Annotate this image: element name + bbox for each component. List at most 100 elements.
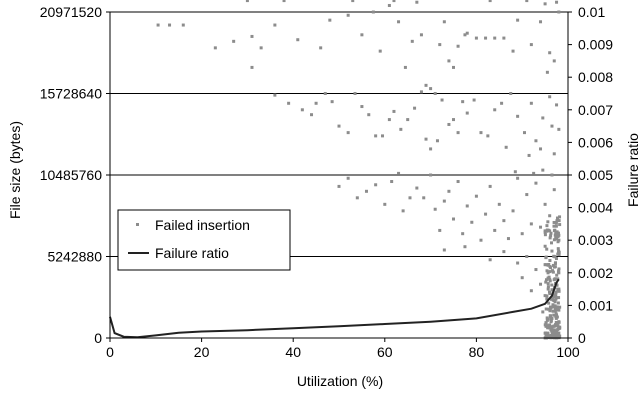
scatter-point-14 bbox=[250, 34, 254, 38]
scatter-dense-point-63 bbox=[551, 270, 555, 274]
scatter-point-30 bbox=[424, 83, 428, 87]
scatter-point-52 bbox=[273, 93, 277, 97]
scatter-dense-point-139 bbox=[557, 219, 561, 223]
scatter-point-106 bbox=[390, 180, 394, 184]
scatter-point-94 bbox=[552, 152, 556, 156]
scatter-point-155 bbox=[548, 277, 552, 281]
line-series-failure-ratio bbox=[109, 278, 560, 339]
scatter-dense-point-137 bbox=[555, 216, 559, 220]
scatter-point-61 bbox=[353, 92, 357, 95]
scatter-point-100 bbox=[337, 184, 341, 188]
scatter-point-20 bbox=[328, 18, 332, 22]
scatter-point-128 bbox=[502, 219, 506, 223]
scatter-dense-point-147 bbox=[552, 265, 556, 269]
scatter-point-83 bbox=[486, 134, 490, 138]
scatter-dense-point-155 bbox=[548, 270, 552, 274]
scatter-dense-point-180 bbox=[555, 333, 559, 337]
scatter-point-17 bbox=[273, 23, 277, 27]
scatter-point-87 bbox=[509, 92, 513, 95]
scatter-point-56 bbox=[314, 101, 318, 105]
scatter-dense-point-173 bbox=[546, 285, 550, 289]
scatter-dense-point-60 bbox=[552, 229, 556, 233]
scatter-point-118 bbox=[456, 180, 460, 184]
scatter-point-72 bbox=[424, 137, 428, 141]
scatter-dense-point-111 bbox=[547, 301, 551, 305]
scatter-point-150 bbox=[525, 255, 529, 258]
scatter-point-69 bbox=[406, 118, 410, 122]
scatter-point-81 bbox=[472, 98, 476, 102]
scatter-point-32 bbox=[433, 92, 437, 95]
scatter-point-157 bbox=[529, 289, 533, 293]
scatter-dense-point-73 bbox=[558, 223, 562, 227]
scatter-point-89 bbox=[522, 131, 526, 135]
scatter-dense-point-48 bbox=[556, 234, 560, 238]
scatter-dense-point-119 bbox=[546, 282, 550, 286]
scatter-point-108 bbox=[401, 209, 405, 213]
y-axis-label: File size (bytes) bbox=[7, 121, 23, 219]
scatter-dense-point-181 bbox=[557, 296, 561, 300]
scatter-point-147 bbox=[488, 258, 492, 262]
scatter-point-139 bbox=[552, 188, 556, 192]
scatter-dense-point-146 bbox=[557, 250, 561, 254]
scatter-point-63 bbox=[367, 113, 371, 117]
y2-tick-label-8: 0.008 bbox=[578, 69, 613, 85]
y2-tick-label-7: 0.007 bbox=[578, 102, 613, 118]
scatter-point-33 bbox=[438, 43, 442, 47]
scatter-dense-point-165 bbox=[555, 283, 559, 287]
scatter-point-88 bbox=[516, 114, 520, 118]
scatter-point-143 bbox=[532, 171, 536, 175]
scatter-point-124 bbox=[484, 212, 488, 216]
scatter-point-70 bbox=[413, 106, 417, 110]
scatter-point-110 bbox=[415, 186, 419, 190]
scatter-dense-point-216 bbox=[549, 231, 553, 235]
x-tick-label-2: 40 bbox=[285, 344, 301, 360]
scatter-point-5 bbox=[351, 0, 355, 3]
scatter-point-145 bbox=[442, 248, 446, 252]
scatter-dense-point-211 bbox=[546, 276, 550, 280]
scatter-point-37 bbox=[456, 44, 460, 48]
scatter-point-117 bbox=[452, 217, 455, 221]
scatter-point-102 bbox=[355, 196, 359, 200]
scatter-dense-point-152 bbox=[549, 328, 553, 332]
scatter-dense-point-88 bbox=[554, 224, 558, 228]
scatter-point-67 bbox=[392, 109, 396, 113]
scatter-dense-point-59 bbox=[543, 230, 547, 234]
scatter-point-99 bbox=[527, 153, 531, 157]
scatter-dense-point-57 bbox=[549, 234, 553, 238]
scatter-dense-point-195 bbox=[550, 325, 554, 329]
scatter-dense-point-92 bbox=[551, 295, 555, 299]
legend-label-failed-insertion: Failed insertion bbox=[155, 217, 250, 233]
scatter-dense-point-187 bbox=[545, 224, 549, 228]
scatter-point-80 bbox=[465, 111, 469, 115]
scatter-point-0 bbox=[156, 23, 160, 27]
scatter-point-146 bbox=[463, 245, 467, 249]
scatter-dense-point-201 bbox=[552, 220, 556, 224]
scatter-point-55 bbox=[310, 113, 314, 117]
x-axis-label: Utilization (%) bbox=[297, 373, 383, 389]
scatter-dense-point-138 bbox=[550, 297, 554, 301]
scatter-point-74 bbox=[435, 139, 439, 143]
scatter-dense-point-191 bbox=[557, 320, 561, 324]
scatter-dense-point-11 bbox=[545, 294, 549, 298]
x-tick-label-5: 100 bbox=[556, 344, 580, 360]
scatter-dense-point-162 bbox=[557, 267, 561, 271]
scatter-point-77 bbox=[452, 118, 455, 122]
scatter-point-27 bbox=[403, 65, 407, 69]
scatter-dense-point-80 bbox=[554, 315, 558, 319]
scatter-dense-point-112 bbox=[558, 305, 562, 309]
scatter-point-163 bbox=[541, 310, 545, 314]
scatter-point-101 bbox=[346, 176, 350, 180]
scatter-series-failed-insertion bbox=[156, 0, 562, 340]
scatter-dense-point-93 bbox=[554, 312, 558, 316]
y2-axis-label: Failure ratio bbox=[625, 133, 641, 207]
scatter-point-86 bbox=[504, 145, 508, 149]
scatter-point-15 bbox=[250, 65, 254, 69]
failure-ratio-line bbox=[109, 278, 560, 339]
scatter-point-134 bbox=[529, 222, 533, 226]
scatter-dense-point-174 bbox=[547, 325, 551, 329]
scatter-point-125 bbox=[488, 184, 492, 188]
scatter-point-38 bbox=[463, 33, 467, 37]
scatter-dense-point-168 bbox=[557, 289, 561, 293]
scatter-dense-point-136 bbox=[554, 236, 558, 240]
scatter-dense-point-202 bbox=[554, 221, 558, 225]
